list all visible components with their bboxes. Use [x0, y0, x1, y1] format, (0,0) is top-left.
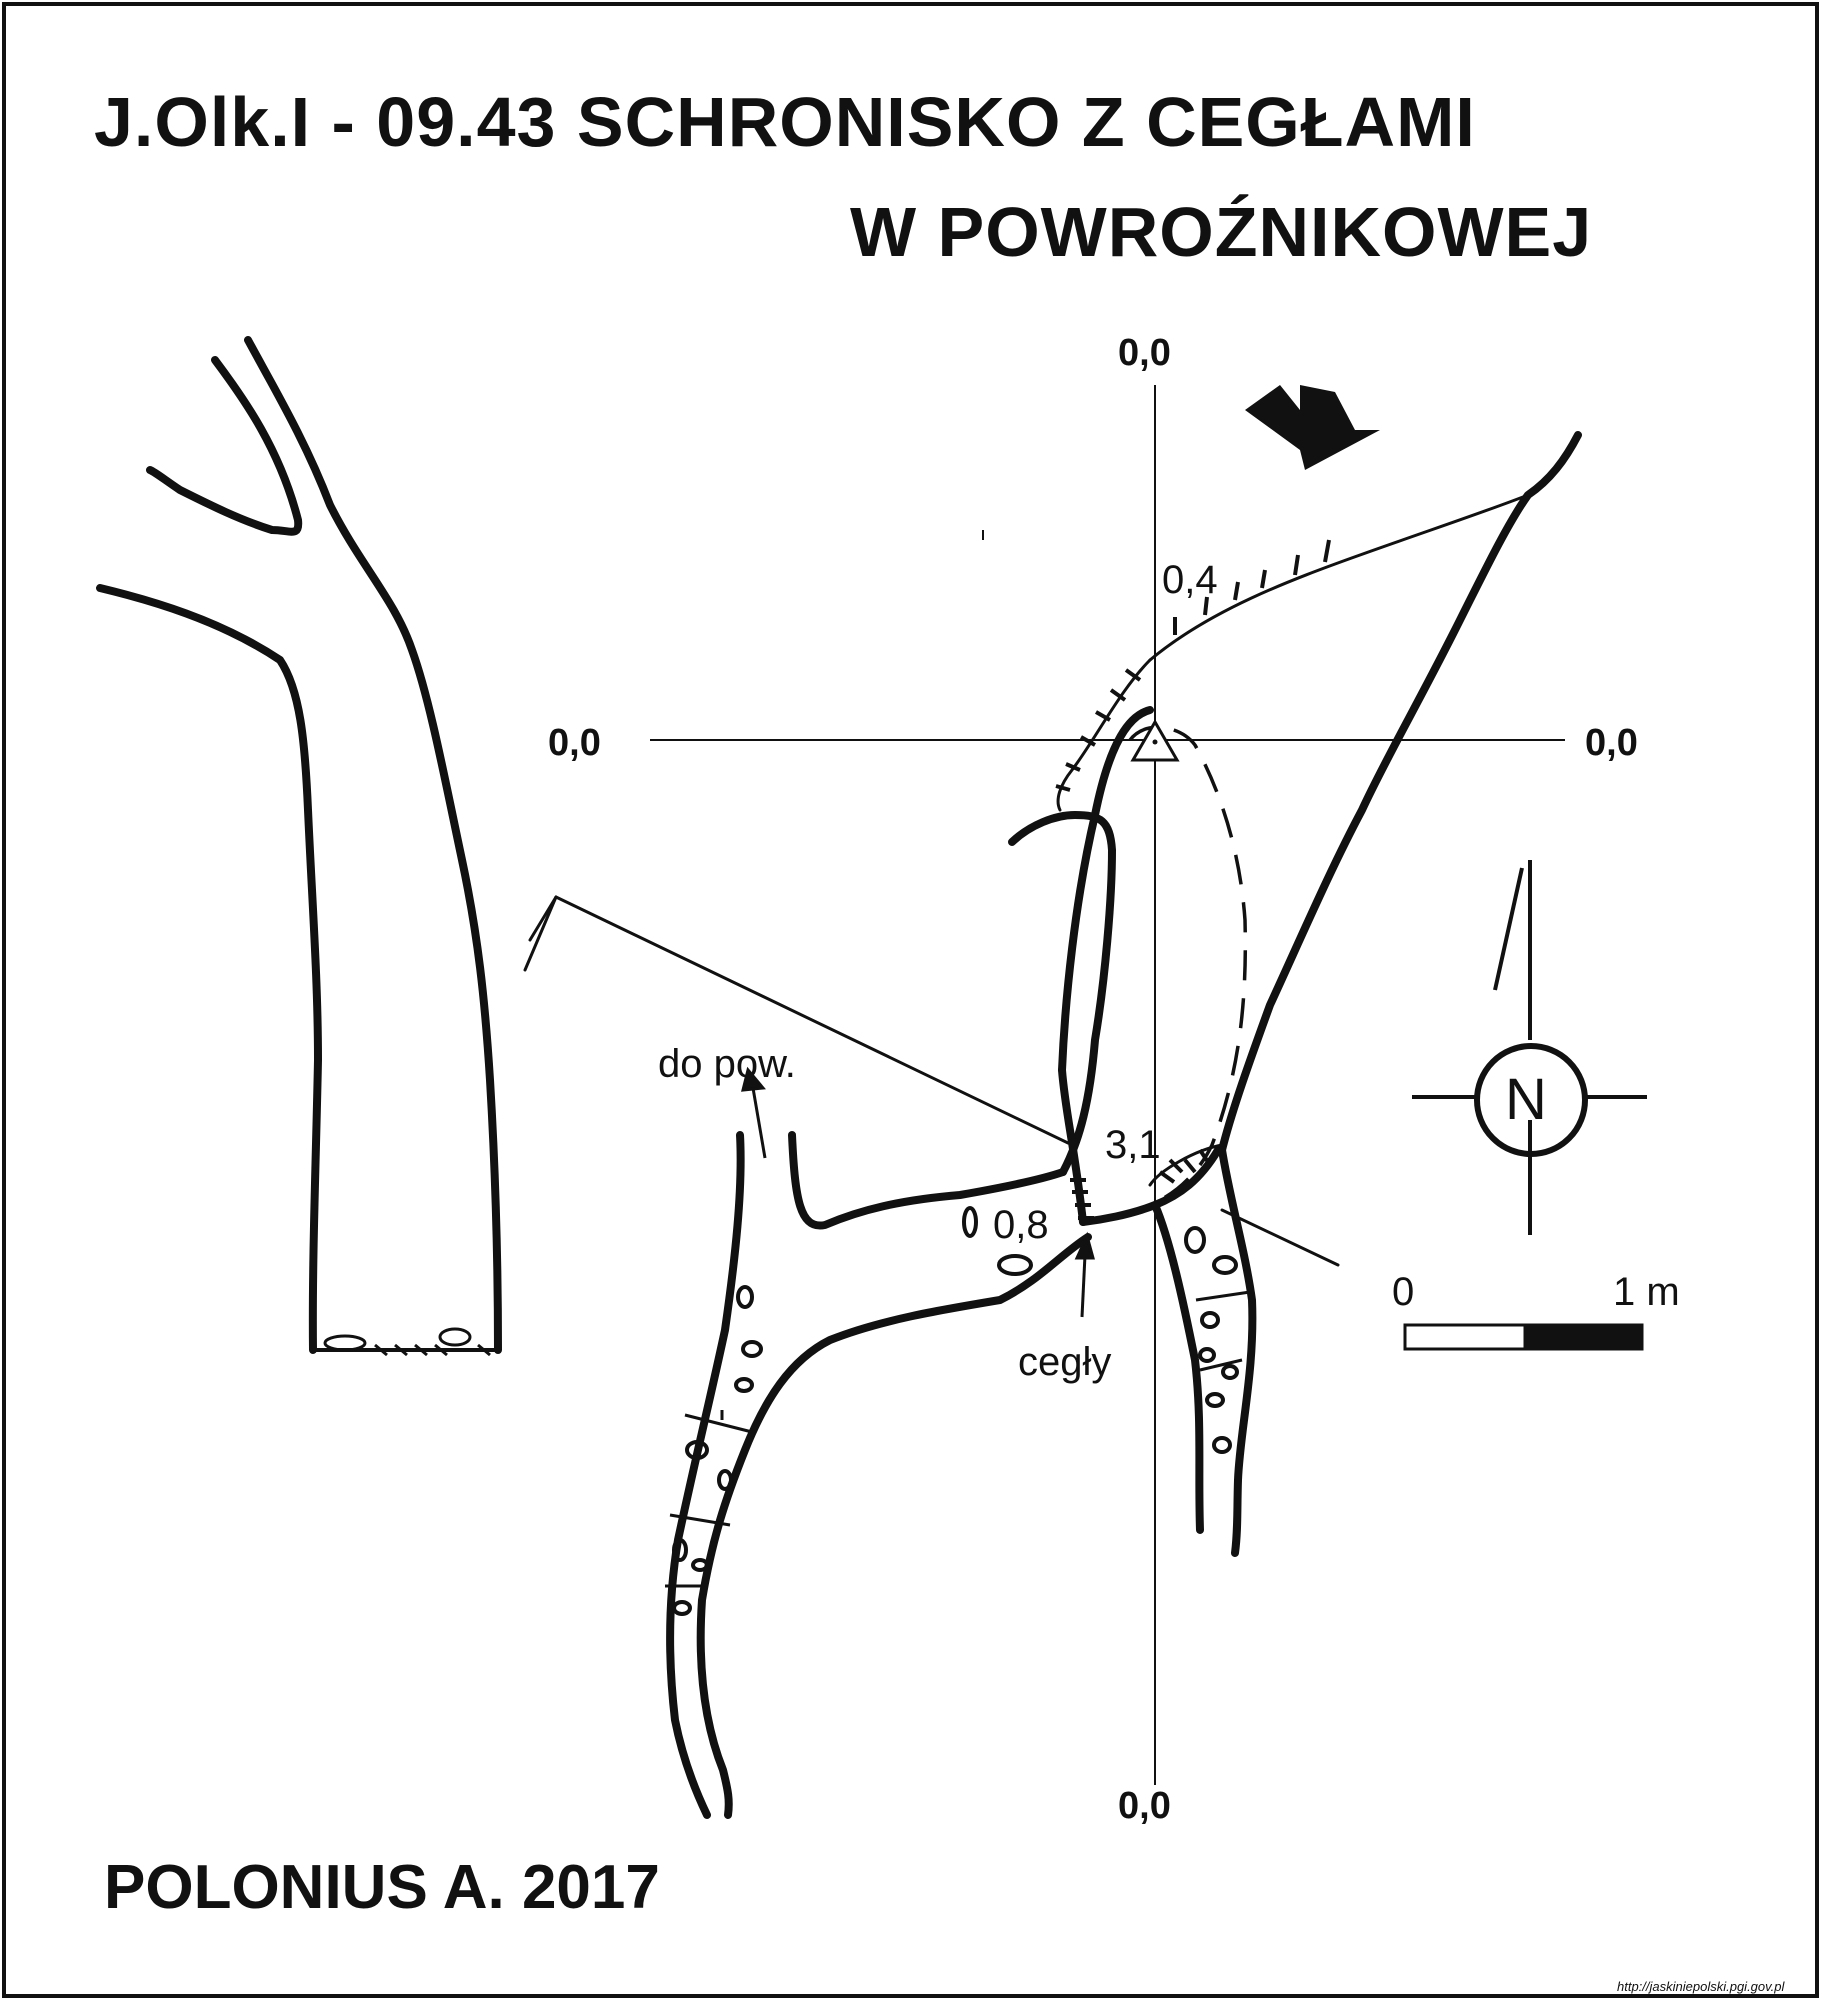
depth-label-04: 0,4 — [1162, 558, 1218, 602]
entrance-arrow-icon — [1245, 385, 1380, 470]
longitudinal-section — [96, 336, 502, 1354]
map-title-line2: W POWROŹNIKOWEJ — [850, 193, 1593, 271]
coord-label-bottom: 0,0 — [1118, 1785, 1171, 1827]
label-do-pow: do pow. — [658, 1042, 796, 1086]
coord-label-right: 0,0 — [1585, 722, 1638, 764]
passage-arrows — [741, 1066, 1095, 1318]
scale-end-label: 1 m — [1613, 1270, 1680, 1314]
source-url: http://jaskiniepolski.pgi.gov.pl — [1617, 1979, 1785, 1994]
cave-plan — [666, 431, 1582, 1819]
section-rubble — [323, 1327, 491, 1357]
dripline-dashed — [1128, 725, 1248, 1202]
scale-bar — [1403, 1323, 1644, 1351]
ledge-hachures — [1055, 539, 1331, 1220]
plan-thin-lines — [523, 493, 1530, 1267]
coordinate-axes — [650, 385, 1565, 1785]
map-title-line1: J.Olk.I - 09.43 SCHRONISKO Z CEGŁAMI — [94, 83, 1476, 161]
depth-label-31: 3,1 — [1105, 1123, 1161, 1167]
label-cegly: cegły — [1018, 1340, 1112, 1384]
rubble-blocks — [672, 1206, 1239, 1616]
depth-label-08: 0,8 — [993, 1203, 1049, 1247]
passage-crosslines — [665, 1290, 1251, 1588]
coord-label-top: 0,0 — [1118, 332, 1171, 374]
north-arrow-icon — [1412, 860, 1647, 1235]
author-credit: POLONIUS A. 2017 — [104, 1853, 660, 1922]
compass-letter-n: N — [1505, 1067, 1547, 1132]
scale-start-label: 0 — [1392, 1270, 1415, 1314]
survey-station-triangle-icon — [1130, 719, 1180, 762]
coord-label-left: 0,0 — [548, 722, 601, 764]
